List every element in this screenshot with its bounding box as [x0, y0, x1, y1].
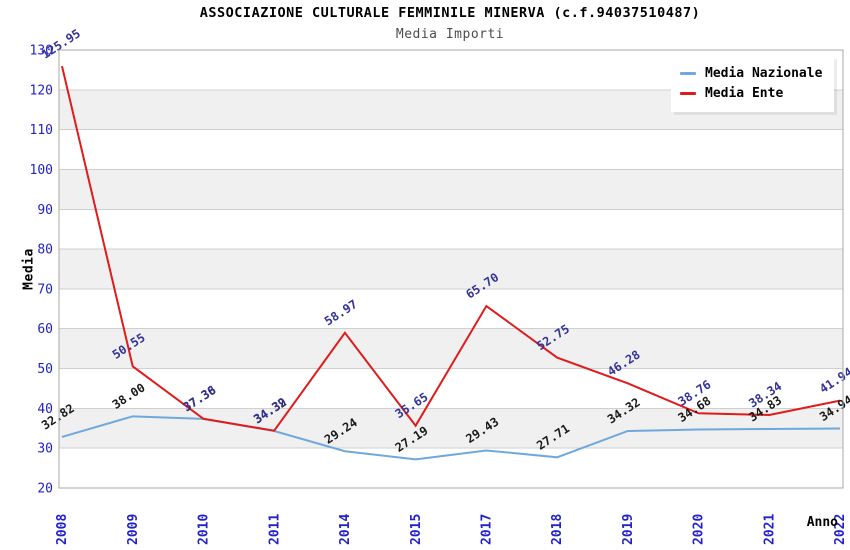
y-tick-label: 30: [37, 442, 53, 457]
y-axis-title: Media: [21, 248, 37, 290]
legend-label-media-ente: Media Ente: [705, 85, 784, 101]
series-line-media-nazionale: [61, 415, 841, 461]
plot-band: [59, 169, 843, 210]
x-tick-label: 2022: [833, 514, 848, 545]
y-tick-label: 100: [30, 163, 53, 178]
plot-band: [59, 328, 843, 369]
series-line-media-ente: [61, 65, 841, 432]
x-tick-label: 2009: [126, 514, 141, 545]
y-tick-label: 20: [37, 482, 53, 497]
y-tick-label: 80: [37, 243, 53, 258]
plot-band: [59, 129, 843, 170]
x-axis-title: Anno: [806, 515, 838, 530]
x-tick-label: 2015: [409, 514, 424, 545]
x-tick-label: 2017: [480, 514, 495, 545]
x-tick-label: 2014: [338, 514, 353, 545]
y-tick-label: 50: [37, 362, 53, 377]
legend-label-media-nazionale: Media Nazionale: [705, 65, 823, 81]
y-tick-label: 90: [37, 203, 53, 218]
legend-item-media-ente: Media Ente: [680, 83, 822, 103]
y-tick-label: 40: [37, 402, 53, 417]
legend: Media Nazionale Media Ente: [671, 56, 835, 112]
y-tick-label: 60: [37, 322, 53, 337]
legend-line-marker-icon: [680, 71, 696, 75]
plot-band: [59, 249, 843, 289]
plot-border: [58, 49, 844, 489]
legend-item-media-nazionale: Media Nazionale: [680, 63, 822, 83]
x-tick-label: 2021: [762, 514, 777, 545]
plot-band: [59, 408, 843, 449]
y-tick-label: 130: [30, 44, 53, 59]
x-tick-label: 2019: [621, 514, 636, 545]
y-tick-label: 70: [37, 282, 53, 297]
y-tick-label: 120: [30, 83, 53, 98]
chart-title: ASSOCIAZIONE CULTURALE FEMMINILE MINERVA…: [199, 5, 701, 21]
legend-line-marker-icon: [680, 91, 696, 95]
y-tick-label: 110: [30, 123, 53, 138]
x-tick-label: 2010: [197, 514, 212, 545]
plot-band: [59, 368, 843, 409]
x-tick-label: 2018: [550, 514, 565, 545]
x-tick-label: 2011: [267, 514, 282, 545]
chart-subtitle: Media Importi: [395, 27, 505, 42]
x-tick-label: 2008: [55, 514, 70, 545]
x-tick-label: 2020: [692, 514, 707, 545]
plot-band: [59, 288, 843, 329]
plot-band: [59, 209, 843, 250]
